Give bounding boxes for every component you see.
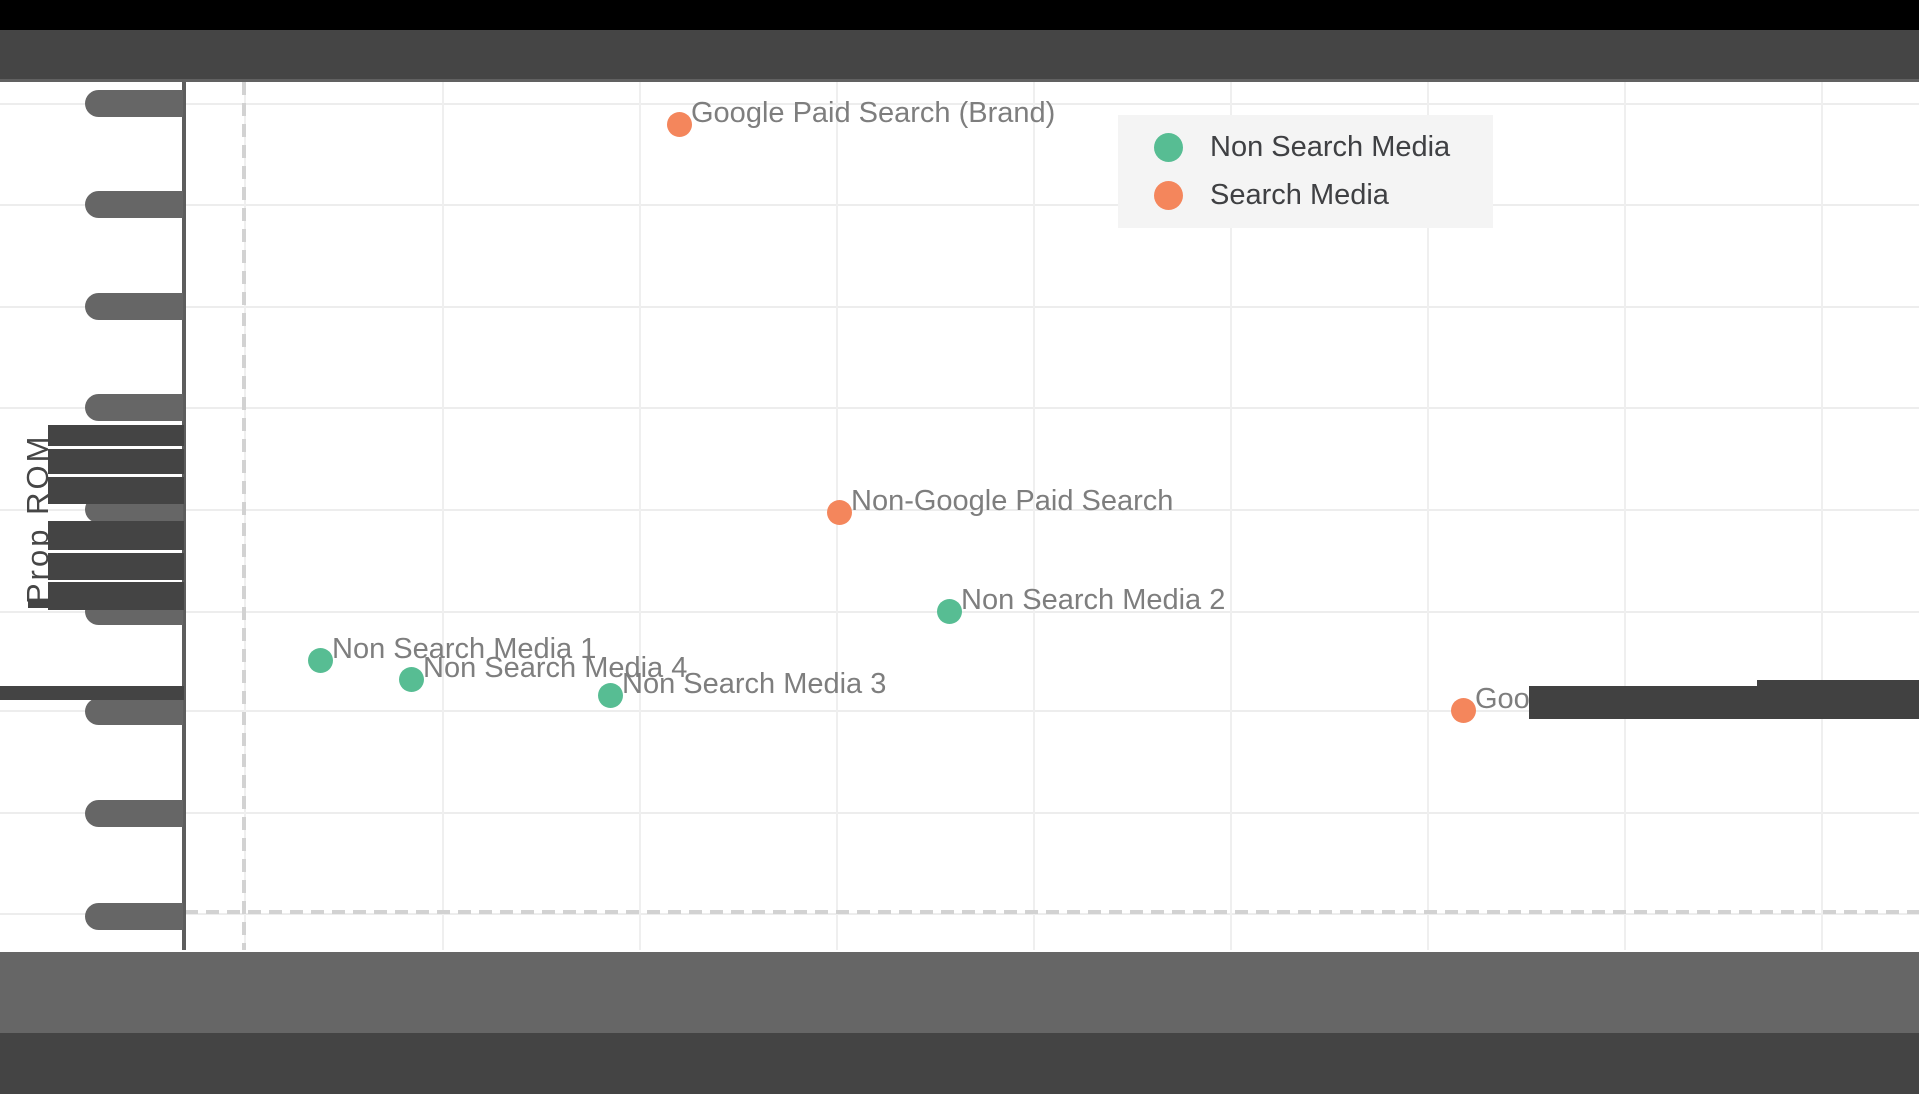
scatter-point-label: Non-Google Paid Search: [851, 485, 1174, 517]
y-tick-label-redaction-pill: [85, 903, 183, 930]
grid-line-horizontal: [0, 812, 1919, 814]
scatter-point-label: Non Search Media 2: [961, 584, 1226, 616]
legend-dot-search-media-icon: [1154, 180, 1183, 210]
legend-label-search-media: Search Media: [1210, 178, 1389, 211]
scatter-point: [308, 648, 333, 673]
grid-line-vertical: [1427, 82, 1429, 950]
top-redaction-band: [0, 0, 1919, 30]
grid-line-horizontal: [0, 306, 1919, 308]
scatter-point: [827, 500, 852, 525]
legend-item-non-search-media[interactable]: Non Search Media: [1118, 131, 1493, 164]
redaction-bar: [0, 686, 184, 700]
grid-line-horizontal: [0, 103, 1919, 105]
redaction-bar: [1529, 686, 1919, 719]
grid-line-vertical: [442, 82, 444, 950]
redaction-bar: [48, 521, 184, 550]
grid-line-horizontal: [0, 509, 1919, 511]
y-tick-label-redaction-pill: [85, 698, 183, 725]
bottom-redaction-band: [0, 1033, 1919, 1094]
chart-title-redaction-bar: [0, 30, 1919, 82]
grid-line-horizontal: [0, 913, 1919, 915]
redaction-bar: [48, 477, 184, 504]
grid-line-horizontal: [0, 710, 1919, 712]
y-tick-label-redaction-pill: [85, 90, 183, 117]
redaction-bar: [28, 600, 93, 608]
legend-dot-non-search-media-icon: [1154, 133, 1183, 163]
scatter-point-label: Non Search Media 1: [332, 633, 597, 665]
grid-line-vertical: [1624, 82, 1626, 950]
grid-line-horizontal: [0, 204, 1919, 206]
grid-line-horizontal: [0, 407, 1919, 409]
redaction-bar: [1757, 680, 1919, 687]
y-tick-label-redaction-pill: [85, 191, 183, 218]
grid-line-vertical: [639, 82, 641, 950]
scatter-point: [399, 667, 424, 692]
redaction-bar: [48, 553, 184, 580]
redaction-bar: [48, 449, 184, 474]
scatter-point-label: Non Search Media 3: [622, 668, 887, 700]
redaction-bar: [48, 425, 184, 446]
y-tick-label-redaction-pill: [85, 800, 183, 827]
y-axis-line: [182, 82, 186, 950]
grid-line-vertical: [1821, 82, 1823, 950]
scatter-point-label: Non Search Media 4: [423, 652, 688, 684]
scatter-point: [1451, 698, 1476, 723]
scatter-point: [937, 599, 962, 624]
scatter-point: [667, 112, 692, 137]
grid-line-vertical: [1033, 82, 1035, 950]
grid-line-vertical: [1230, 82, 1232, 950]
legend-item-search-media[interactable]: Search Media: [1118, 179, 1493, 212]
scatter-point: [598, 683, 623, 708]
legend-label-non-search-media: Non Search Media: [1210, 131, 1451, 164]
y-tick-label-redaction-pill: [85, 394, 183, 421]
scatter-point-label: Google Paid Search (Brand): [691, 97, 1056, 129]
x-axis-labels-redaction-bar: [0, 952, 1919, 1033]
y-tick-label-redaction-pill: [85, 293, 183, 320]
dashed-horizontal-baseline: [185, 910, 1919, 914]
dashed-vertical-baseline: [242, 82, 246, 950]
legend: Non Search Media Search Media: [1118, 115, 1493, 228]
